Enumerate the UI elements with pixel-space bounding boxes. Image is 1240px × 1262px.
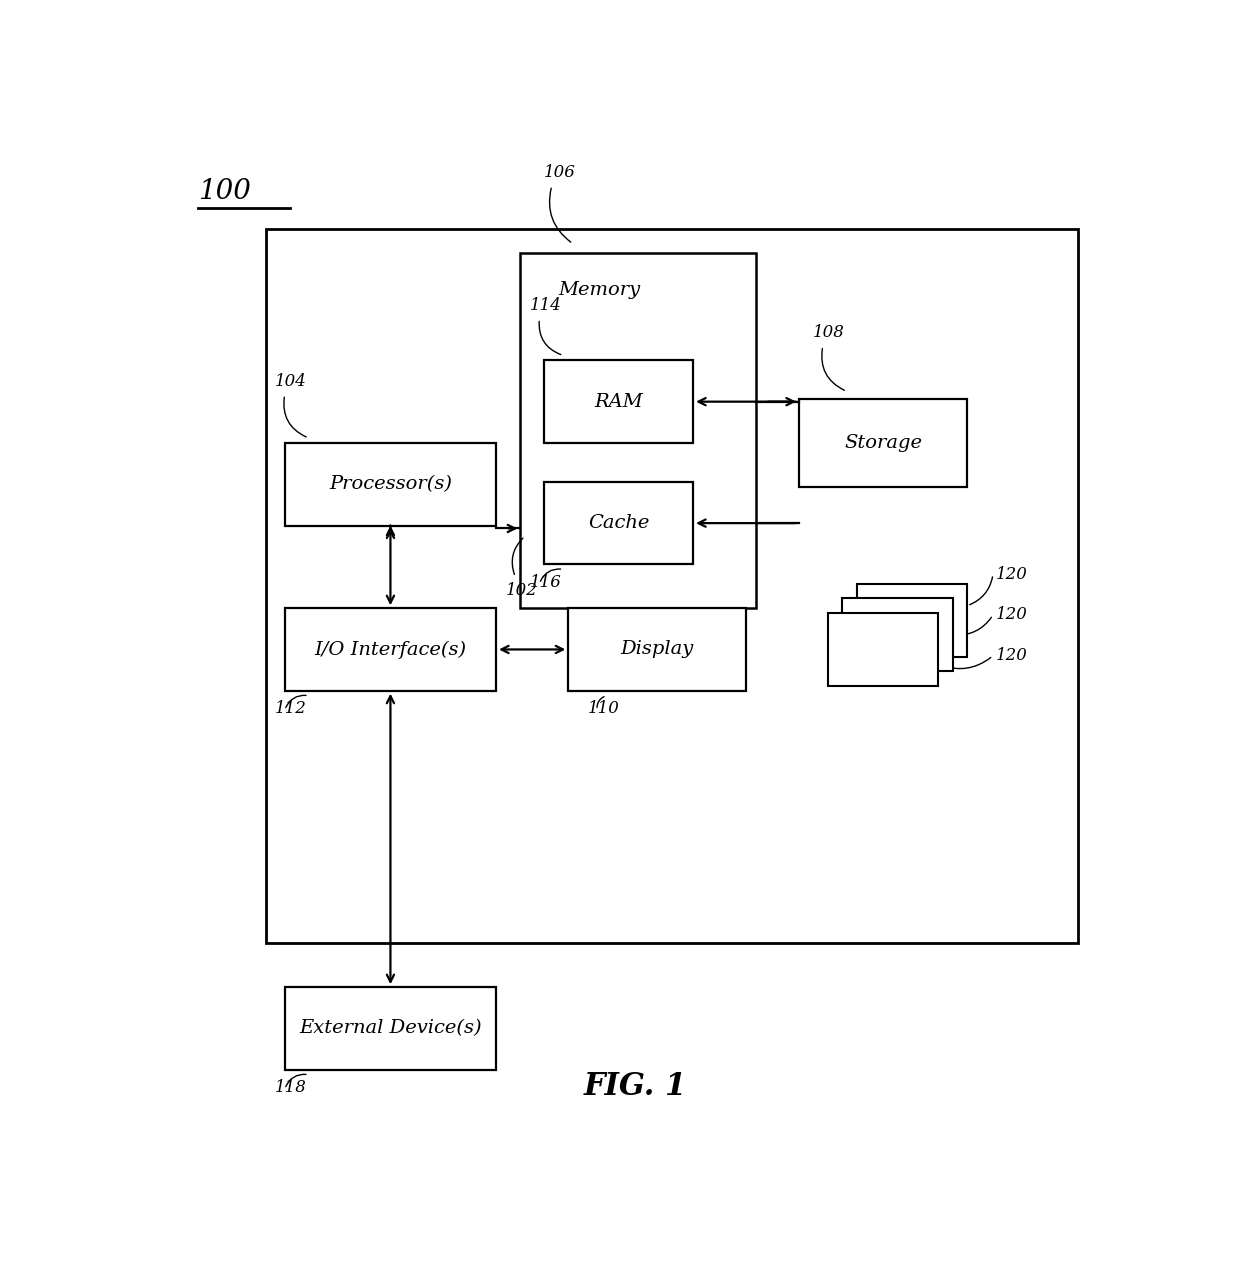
Text: 116: 116 <box>529 574 562 591</box>
Text: Memory: Memory <box>558 280 641 299</box>
Bar <box>799 399 967 487</box>
Text: 110: 110 <box>588 700 619 718</box>
Text: Processor(s): Processor(s) <box>329 476 451 493</box>
Text: Cache: Cache <box>588 514 650 533</box>
Text: External Device(s): External Device(s) <box>299 1020 482 1037</box>
Text: FIG. 1: FIG. 1 <box>584 1070 687 1102</box>
Bar <box>828 613 939 685</box>
Text: 102: 102 <box>506 582 538 599</box>
Bar <box>857 584 967 656</box>
Text: 114: 114 <box>529 297 562 314</box>
Text: 100: 100 <box>198 178 252 204</box>
Bar <box>285 987 496 1070</box>
Bar <box>521 254 755 608</box>
Bar <box>285 608 496 690</box>
Bar <box>544 361 693 443</box>
Bar <box>285 443 496 525</box>
Text: RAM: RAM <box>594 392 644 410</box>
Bar <box>544 482 693 564</box>
Text: 120: 120 <box>996 607 1028 623</box>
Text: 108: 108 <box>813 324 846 341</box>
Text: I/O Interface(s): I/O Interface(s) <box>315 640 466 659</box>
Bar <box>842 598 952 671</box>
Text: 112: 112 <box>275 700 308 718</box>
Bar <box>568 608 746 690</box>
Text: Storage: Storage <box>844 434 923 452</box>
Text: 120: 120 <box>996 565 1028 583</box>
Text: 120: 120 <box>996 647 1028 664</box>
Text: 106: 106 <box>544 164 577 180</box>
Text: Display: Display <box>620 640 693 659</box>
Text: 104: 104 <box>275 372 308 390</box>
Text: 118: 118 <box>275 1079 308 1097</box>
Bar <box>265 230 1078 944</box>
